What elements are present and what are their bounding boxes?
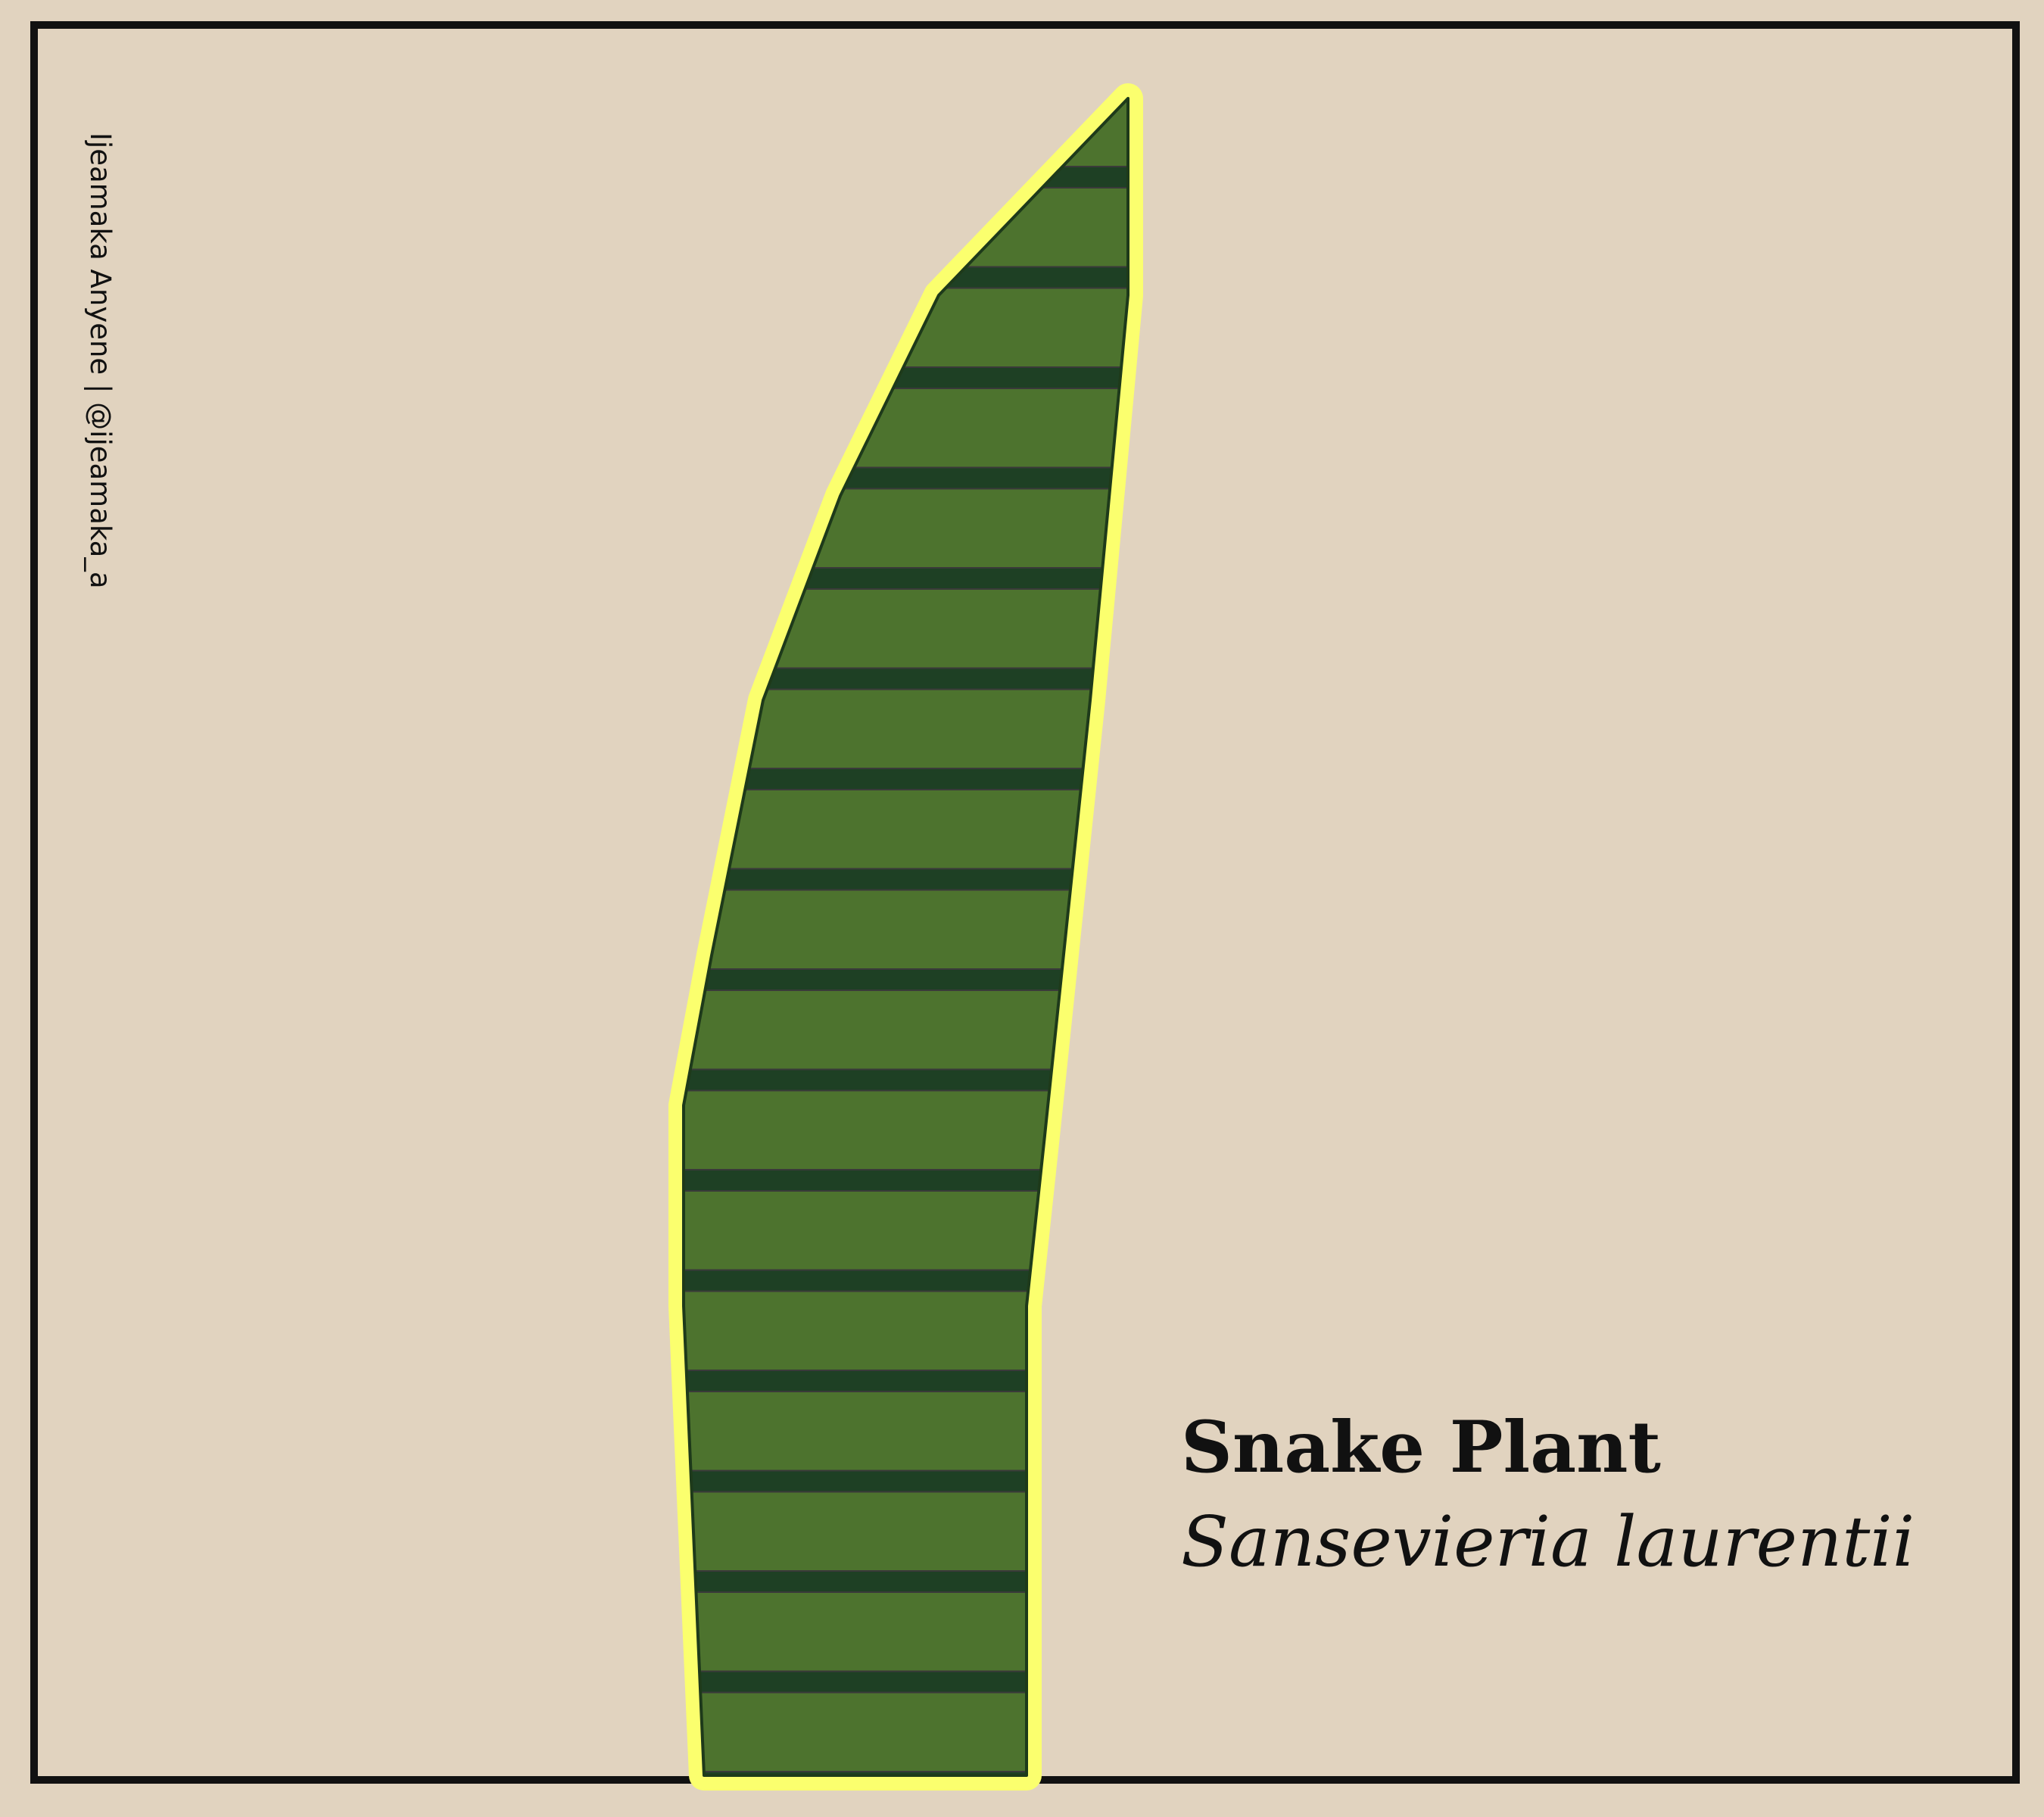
- leaf-stripe: [684, 567, 1128, 590]
- scientific-name: Sansevieria laurentii: [1181, 1501, 1915, 1582]
- leaf-stripe: [684, 1469, 1128, 1493]
- leaf-stripe: [684, 1771, 1128, 1775]
- leaf-stripe: [684, 1670, 1128, 1694]
- leaf-stripe: [684, 1068, 1128, 1092]
- leaf-stripe: [684, 1269, 1128, 1292]
- leaf-stripe: [684, 667, 1128, 690]
- leaf-stripe: [684, 968, 1128, 991]
- leaf-stripe: [684, 768, 1128, 790]
- leaf-stripe: [684, 1370, 1128, 1392]
- leaf-stripe: [684, 366, 1128, 389]
- artist-credit: Ijeamaka Anyene | @ijeamaka_a: [84, 132, 117, 589]
- common-name: Snake Plant: [1181, 1406, 1661, 1489]
- leaf-body: [684, 98, 1128, 1775]
- leaf-stripe: [684, 1570, 1128, 1593]
- leaf-stripe: [684, 466, 1128, 490]
- leaf-stripe: [684, 868, 1128, 891]
- leaf-stripe: [684, 1169, 1128, 1192]
- leaf-stripe: [684, 166, 1128, 189]
- leaf-stripe: [684, 266, 1128, 289]
- title-block: Snake Plant Sansevieria laurentii: [1181, 1402, 1915, 1591]
- leaf-edge: [682, 97, 1129, 1777]
